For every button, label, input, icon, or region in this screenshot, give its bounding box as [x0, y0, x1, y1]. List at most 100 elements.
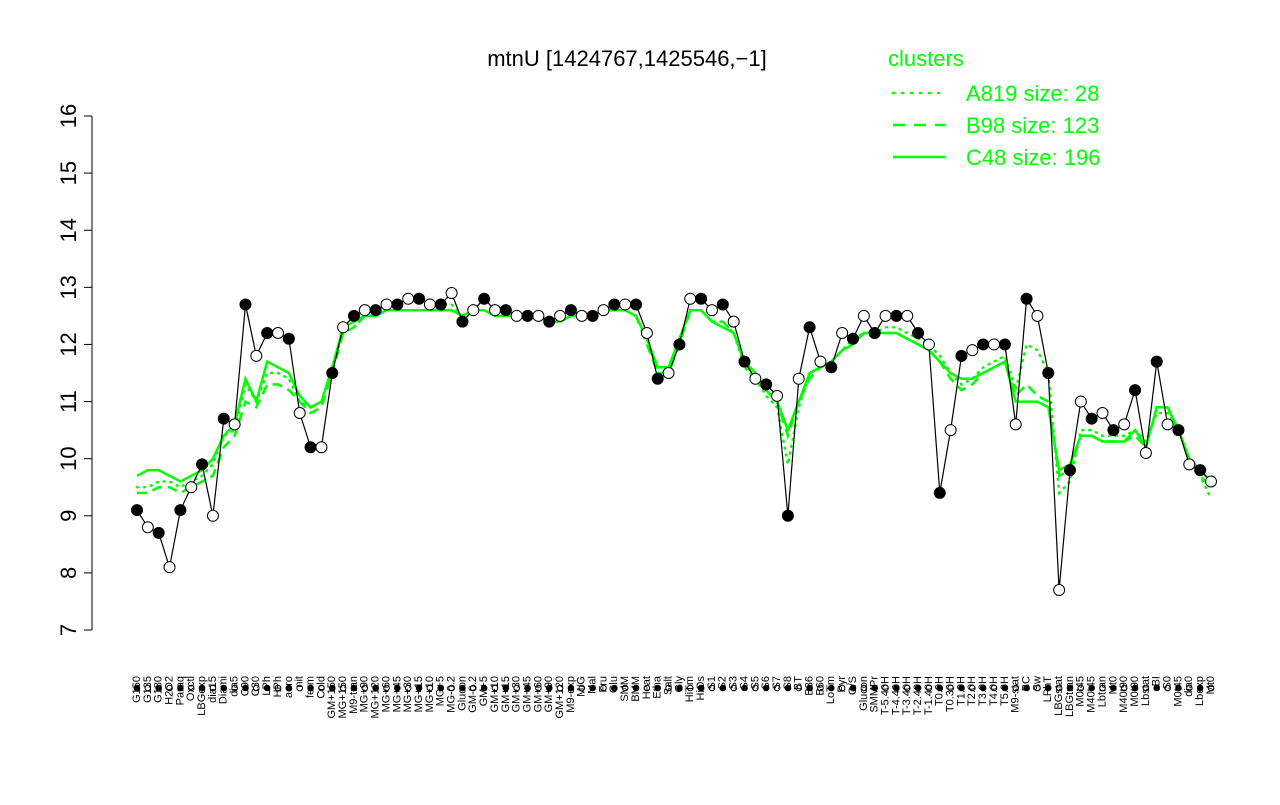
x-tick-dot — [1001, 684, 1009, 692]
x-tick-dot — [665, 684, 672, 692]
x-tick-label: MG+15 — [413, 676, 425, 712]
data-point — [1150, 355, 1163, 368]
data-point — [1074, 395, 1087, 408]
x-tick-label: HPh — [272, 676, 284, 697]
x-tick-dot — [480, 684, 488, 692]
x-tick-dot — [1012, 684, 1020, 692]
x-tick-dot — [969, 684, 976, 692]
x-tick-label: Cold — [315, 676, 327, 699]
data-point — [966, 344, 979, 357]
data-point — [738, 355, 751, 368]
x-tick-dot — [307, 684, 314, 692]
x-tick-dot — [285, 684, 293, 692]
data-point — [727, 315, 740, 328]
x-tick-label: Glu — [608, 676, 620, 693]
x-tick-dot — [600, 684, 607, 692]
x-tick-label: SMMPr — [869, 676, 881, 713]
x-tick-dot — [253, 684, 260, 692]
series-line-mtnu — [136, 291, 1212, 591]
x-tick-dot — [144, 684, 152, 692]
data-point — [977, 338, 990, 351]
x-tick-dot — [1023, 684, 1030, 692]
data-point — [586, 309, 599, 322]
x-tick-label: T2.0H — [966, 676, 978, 706]
x-tick-dot — [589, 684, 596, 692]
x-tick-dot — [1131, 684, 1139, 692]
data-point — [326, 367, 339, 379]
data-point — [1042, 367, 1055, 379]
x-tick-dot — [361, 684, 369, 692]
data-point — [1205, 475, 1217, 488]
data-point — [206, 509, 219, 522]
x-tick-dot — [263, 684, 271, 692]
data-point — [901, 309, 914, 322]
data-point — [814, 355, 827, 368]
x-tick-dot — [274, 684, 282, 692]
data-point — [988, 338, 1001, 351]
data-point — [413, 292, 426, 305]
data-point — [1085, 412, 1098, 425]
data-point — [640, 327, 653, 340]
x-tick-label: S3 — [728, 676, 740, 689]
data-point — [749, 372, 762, 385]
x-tick-label: Lbexp — [1194, 676, 1206, 706]
data-point — [1161, 418, 1174, 431]
data-point — [391, 298, 404, 311]
data-point — [185, 481, 198, 494]
x-tick-label: M40t90 — [1118, 676, 1130, 713]
x-tick-dot — [1034, 684, 1041, 692]
x-tick-label: Mal — [587, 676, 599, 694]
data-point — [608, 298, 621, 311]
data-point — [998, 338, 1011, 351]
data-point — [684, 292, 697, 305]
x-tick-label: GM-0.2 — [467, 676, 479, 713]
x-tick-label: HiOs — [695, 676, 707, 701]
data-point — [868, 327, 881, 340]
data-point — [315, 441, 328, 454]
data-point — [1096, 406, 1109, 419]
data-point — [944, 424, 957, 437]
x-tick-dot — [849, 684, 857, 692]
data-point — [261, 327, 274, 340]
x-tick-label: C30 — [250, 676, 262, 696]
x-tick-dot — [177, 684, 184, 692]
data-point — [1031, 309, 1044, 322]
x-tick-label: LoTm — [825, 676, 837, 704]
y-tick-label: 14 — [56, 218, 81, 242]
x-tick-label: BI — [1151, 676, 1163, 686]
data-point — [467, 304, 480, 317]
x-tick-dot — [231, 684, 238, 692]
data-point — [239, 298, 252, 311]
x-tick-label: GM+150 — [326, 676, 338, 719]
x-tick-dot — [1207, 684, 1215, 692]
x-tick-dot — [828, 684, 835, 692]
data-point — [1020, 292, 1033, 305]
data-point — [456, 315, 469, 328]
data-point — [228, 418, 241, 431]
legend-entry-b98: B98 size: 123 — [966, 113, 1099, 138]
x-tick-dot — [198, 684, 206, 692]
x-tick-label: BC — [1020, 676, 1032, 691]
x-tick-label: Paraq — [174, 676, 186, 705]
x-tick-label: T3.0H — [977, 676, 989, 706]
data-point — [380, 298, 393, 311]
x-tick-label: G/S — [847, 676, 859, 695]
x-tick-label: M0t45 — [1075, 676, 1087, 707]
data-point — [272, 327, 285, 340]
x-axis: G150G135G180H2O2ParaqOxctlLBGexpdia15Dia… — [131, 675, 1217, 718]
x-tick-dot — [383, 684, 390, 692]
x-tick-label: LPh — [261, 676, 273, 696]
x-tick-dot — [545, 684, 553, 692]
y-tick-label: 15 — [56, 161, 81, 185]
x-tick-dot — [470, 684, 477, 692]
data-point — [651, 372, 664, 385]
data-point — [543, 315, 556, 328]
x-tick-label: M9-stat — [1010, 676, 1022, 713]
x-tick-label: MG+90 — [359, 676, 371, 712]
x-tick-dot — [947, 684, 954, 692]
x-tick-dot — [979, 684, 987, 692]
x-tick-label: LBGstat — [1053, 676, 1065, 716]
x-tick-label: Lbtran — [1096, 676, 1108, 707]
x-tick-label: Mt0 — [1107, 676, 1119, 694]
